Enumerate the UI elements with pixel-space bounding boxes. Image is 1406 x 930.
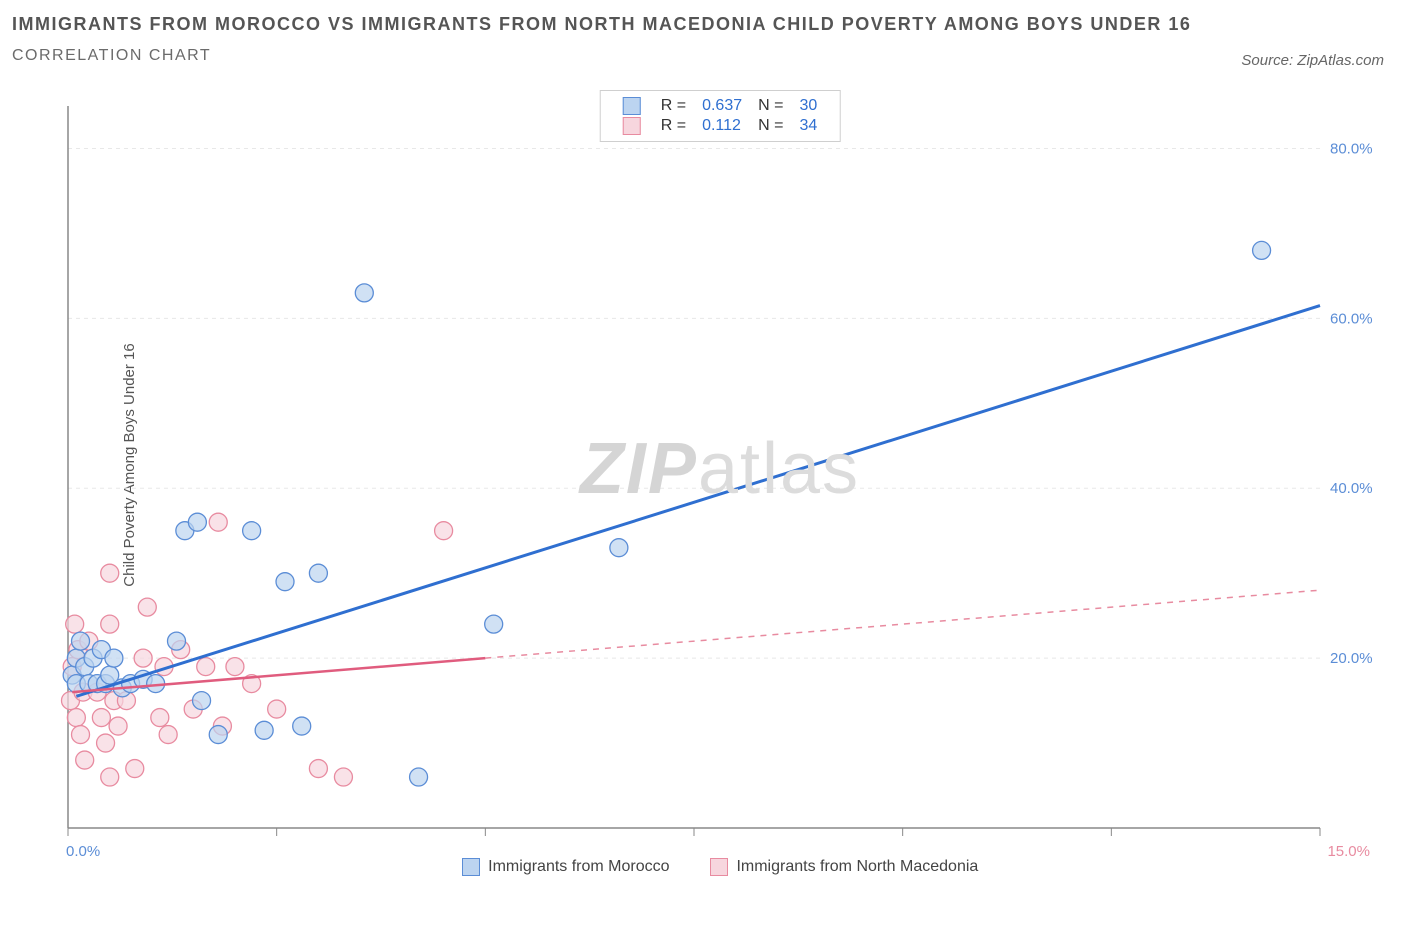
chart-area: 20.0%40.0%60.0%80.0%0.0%15.0% ZIPatlas R… [60,90,1380,880]
title-block: IMMIGRANTS FROM MOROCCO VS IMMIGRANTS FR… [0,0,1406,65]
figure-container: IMMIGRANTS FROM MOROCCO VS IMMIGRANTS FR… [0,0,1406,930]
svg-text:80.0%: 80.0% [1330,140,1373,157]
svg-text:20.0%: 20.0% [1330,650,1373,667]
swatch-blue-icon [623,97,641,115]
swatch-pink-icon-2 [710,858,728,876]
legend-row-morocco: R = 0.637 N = 30 [615,96,826,116]
svg-text:60.0%: 60.0% [1330,310,1373,327]
legend-item-macedonia: Immigrants from North Macedonia [710,858,978,876]
legend-stats-box: R = 0.637 N = 30 R = 0.112 N = 34 [600,90,841,142]
swatch-blue-icon-2 [462,858,480,876]
n-label: N = [750,96,791,116]
legend-label-morocco: Immigrants from Morocco [488,858,669,875]
r-label-2: R = [653,116,694,136]
n-value-morocco: 30 [791,96,825,116]
legend-row-macedonia: R = 0.112 N = 34 [615,116,826,136]
legend-label-macedonia: Immigrants from North Macedonia [736,858,978,875]
swatch-pink-icon [623,117,641,135]
legend-stats-table: R = 0.637 N = 30 R = 0.112 N = 34 [615,96,826,136]
chart-title: IMMIGRANTS FROM MOROCCO VS IMMIGRANTS FR… [12,14,1406,35]
n-label-2: N = [750,116,791,136]
source-attribution: Source: ZipAtlas.com [1241,52,1384,69]
svg-text:40.0%: 40.0% [1330,480,1373,497]
r-value-morocco: 0.637 [694,96,750,116]
legend-item-morocco: Immigrants from Morocco [462,858,670,876]
plot-svg: 20.0%40.0%60.0%80.0%0.0%15.0% [60,90,1380,880]
chart-subtitle: CORRELATION CHART [12,47,1406,65]
r-label: R = [653,96,694,116]
n-value-macedonia: 34 [791,116,825,136]
r-value-macedonia: 0.112 [694,116,750,136]
source-prefix: Source: [1241,52,1297,69]
legend-bottom: Immigrants from Morocco Immigrants from … [60,858,1380,876]
source-name: ZipAtlas.com [1297,52,1384,69]
